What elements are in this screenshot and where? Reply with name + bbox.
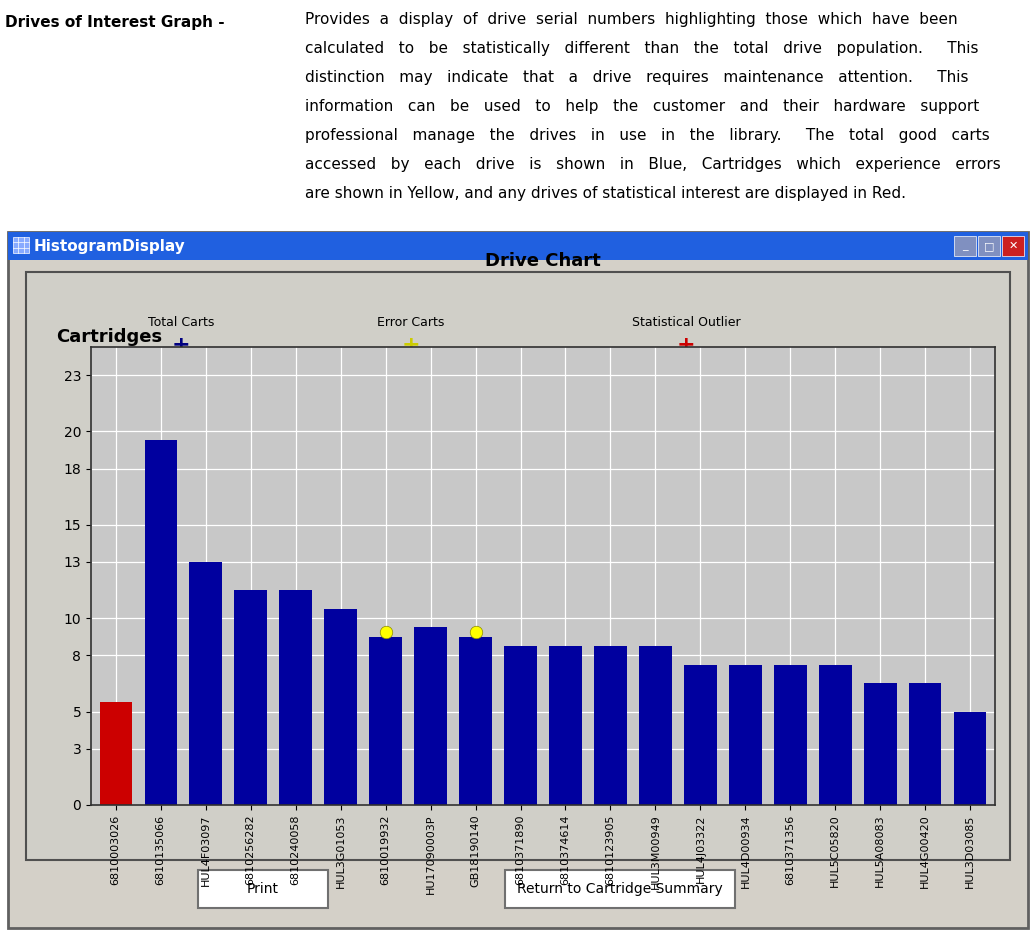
Text: are shown in Yellow, and any drives of statistical interest are displayed in Red: are shown in Yellow, and any drives of s… <box>305 186 906 201</box>
Bar <box>414 627 447 805</box>
Text: +: + <box>172 335 191 355</box>
Text: accessed   by   each   drive   is   shown   in   Blue,   Cartridges   which   ex: accessed by each drive is shown in Blue,… <box>305 157 1001 172</box>
Bar <box>190 562 222 805</box>
Text: Return to Cartridge Summary: Return to Cartridge Summary <box>517 882 723 896</box>
Text: Total Carts: Total Carts <box>148 316 214 329</box>
Bar <box>505 870 735 908</box>
Text: Print: Print <box>247 882 279 896</box>
Bar <box>729 665 761 805</box>
Bar <box>684 665 717 805</box>
Bar <box>954 236 976 256</box>
Bar <box>324 608 356 805</box>
Text: calculated   to   be   statistically   different   than   the   total   drive   : calculated to be statistically different… <box>305 41 978 56</box>
Bar <box>595 646 627 805</box>
Text: HistogramDisplay: HistogramDisplay <box>34 239 185 254</box>
Bar <box>370 636 402 805</box>
Text: Error Carts: Error Carts <box>377 316 444 329</box>
Text: □: □ <box>984 241 995 251</box>
Text: Statistical Outlier: Statistical Outlier <box>632 316 741 329</box>
Bar <box>144 440 177 805</box>
Bar <box>505 646 537 805</box>
Bar <box>234 590 267 805</box>
Bar <box>639 646 671 805</box>
Bar <box>954 712 986 805</box>
Bar <box>8 232 1028 260</box>
Bar <box>26 272 1010 860</box>
Bar <box>864 684 896 805</box>
Bar <box>910 684 942 805</box>
Bar <box>459 636 492 805</box>
Text: ✕: ✕ <box>1008 241 1017 251</box>
Text: _: _ <box>962 241 968 251</box>
Text: Cartridges: Cartridges <box>56 328 162 346</box>
Bar <box>978 236 1000 256</box>
Text: distinction   may   indicate   that   a   drive   requires   maintenance   atten: distinction may indicate that a drive re… <box>305 70 969 85</box>
Text: +: + <box>677 335 695 355</box>
Bar <box>13 237 29 253</box>
Bar <box>280 590 312 805</box>
Title: Drive Chart: Drive Chart <box>485 253 601 271</box>
Bar <box>819 665 852 805</box>
Text: +: + <box>402 335 421 355</box>
Bar <box>99 703 132 805</box>
Bar <box>774 665 807 805</box>
Bar <box>198 870 328 908</box>
Text: professional   manage   the   drives   in   use   in   the   library.     The   : professional manage the drives in use in… <box>305 128 989 143</box>
Text: Drives of Interest Graph -: Drives of Interest Graph - <box>5 15 225 30</box>
Text: information   can   be   used   to   help   the   customer   and   their   hardw: information can be used to help the cust… <box>305 99 979 114</box>
Text: Provides  a  display  of  drive  serial  numbers  highlighting  those  which  ha: Provides a display of drive serial numbe… <box>305 12 957 27</box>
Bar <box>1002 236 1024 256</box>
Bar <box>8 232 1028 928</box>
Bar <box>549 646 581 805</box>
